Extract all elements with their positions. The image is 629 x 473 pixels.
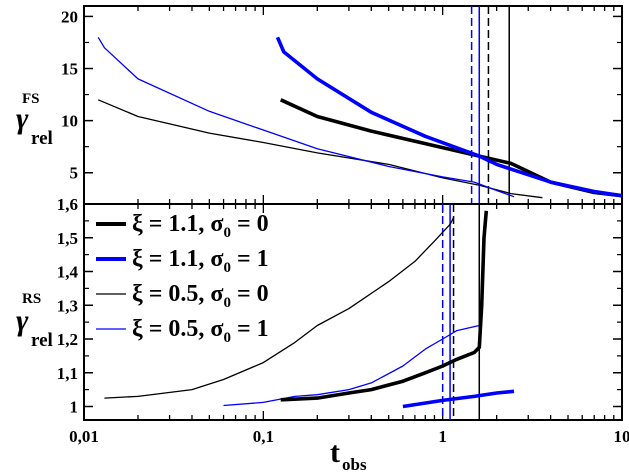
bottom-ylabel-sup: RS bbox=[22, 291, 41, 307]
legend-entry: ξ = 0.5, σ0 = 0 bbox=[96, 281, 269, 311]
y-tick-label: 10 bbox=[61, 112, 78, 131]
series-line-blue-thin bbox=[97, 36, 515, 198]
y-tick-label: 1,2 bbox=[57, 330, 78, 349]
y-tick-label: 5 bbox=[70, 164, 79, 183]
y-tick-label: 1,4 bbox=[57, 263, 79, 282]
legend: ξ = 1.1, σ0 = 0 ξ = 1.1, σ0 = 1 ξ = 0.5, σ… bbox=[96, 211, 269, 346]
bottom-panel-rs: 1 1,1 1,2 1,3 1,4 1,5 1,6 0,01 0,1 1 10 ξ = 1.1, σ0… bbox=[57, 195, 629, 446]
y-tick-label: 15 bbox=[61, 60, 78, 79]
series-line-black-thin bbox=[104, 217, 455, 399]
legend-label: ξ = 1.1, σ0 = 1 bbox=[132, 246, 269, 276]
xlabel-sub: obs bbox=[342, 455, 367, 473]
legend-label: ξ = 1.1, σ0 = 0 bbox=[132, 211, 269, 241]
xlabel: t obs bbox=[330, 436, 367, 473]
x-tick-label: 10 bbox=[614, 427, 629, 446]
y-tick-label: 1,6 bbox=[57, 195, 78, 214]
y-tick-label: 1,1 bbox=[57, 364, 78, 383]
legend-entry: ξ = 1.1, σ0 = 0 bbox=[96, 211, 269, 241]
series-line-blue-thick bbox=[402, 389, 515, 409]
bottom-ylabel-sub: rel bbox=[31, 330, 53, 351]
bottom-ylabel-symbol: γ bbox=[16, 304, 29, 337]
y-tick-label: 1 bbox=[70, 398, 79, 417]
plot-frame bbox=[83, 5, 623, 205]
top-ylabel: γ rel FS bbox=[16, 91, 53, 149]
legend-label: ξ = 0.5, σ0 = 0 bbox=[132, 281, 269, 311]
series-line-blue-thick bbox=[275, 36, 622, 198]
x-tick-label: 1 bbox=[438, 427, 447, 446]
legend-entry: ξ = 0.5, σ0 = 1 bbox=[96, 316, 269, 346]
bottom-ylabel: γ rel RS bbox=[16, 291, 53, 351]
top-ylabel-sup: FS bbox=[22, 91, 40, 107]
y-tick-label: 1,3 bbox=[57, 296, 78, 315]
top-ylabel-sub: rel bbox=[31, 128, 53, 149]
legend-label: ξ = 0.5, σ0 = 1 bbox=[132, 316, 269, 346]
series-line-black-thick bbox=[280, 210, 489, 402]
y-tick-label: 20 bbox=[61, 7, 78, 26]
legend-entry: ξ = 1.1, σ0 = 1 bbox=[96, 246, 269, 276]
y-tick-label: 1,5 bbox=[57, 229, 78, 248]
xlabel-symbol: t bbox=[330, 436, 340, 469]
x-tick-label: 0,1 bbox=[253, 427, 274, 446]
top-ylabel-symbol: γ bbox=[16, 102, 29, 135]
plot-frame bbox=[83, 203, 623, 421]
x-tick-label: 0,01 bbox=[69, 427, 99, 446]
top-panel-fs: 5 10 15 20 bbox=[61, 5, 623, 205]
